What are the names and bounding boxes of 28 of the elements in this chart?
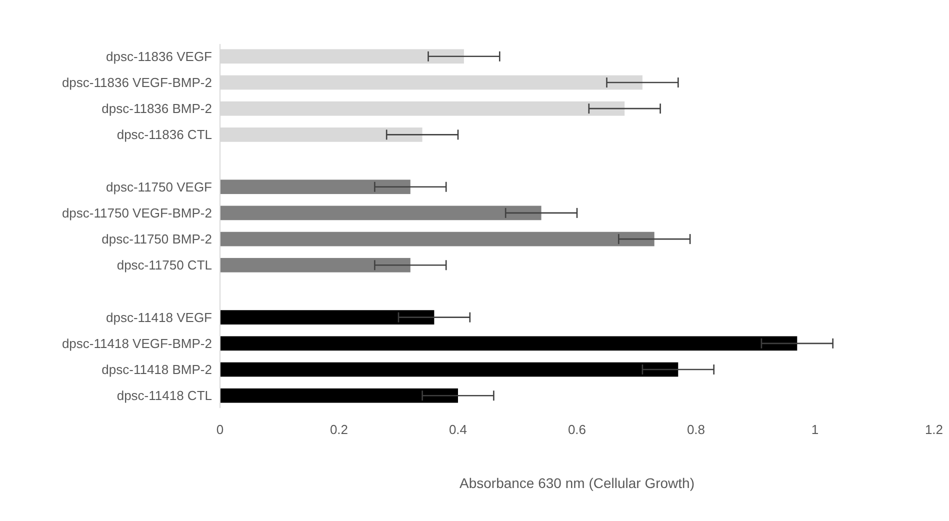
y-tick-label: dpsc-11750 VEGF-BMP-2 [62,206,212,221]
y-tick-label: dpsc-11418 VEGF [106,310,212,325]
y-tick-label: dpsc-11836 VEGF-BMP-2 [62,75,212,90]
y-tick-label: dpsc-11836 CTL [116,127,212,142]
y-tick-label: dpsc-11750 VEGF [106,179,212,194]
x-tick-label: 0.6 [568,422,586,437]
bar [220,310,434,324]
bar [220,206,542,220]
y-tick-label: dpsc-11418 BMP-2 [102,362,212,378]
x-tick-label: 0.8 [686,422,706,437]
x-tick-label: 0 [216,422,224,437]
y-tick-label: dpsc-11750 BMP-2 [102,232,212,247]
y-tick-label: dpsc-11836 VEGF [106,48,212,64]
x-tick-label: 0.4 [448,422,468,437]
bar [220,258,410,272]
x-axis-title: Absorbance 630 nm (Cellular Growth) [460,475,694,491]
bar [220,336,798,351]
bar [220,232,654,246]
y-tick-label: dpsc-11750 CTL [116,258,212,273]
bar [220,180,410,194]
bar [220,362,678,377]
y-tick-label: dpsc-11836 BMP-2 [102,101,212,116]
x-tick-label: 1 [811,422,819,437]
bar [220,388,458,403]
y-tick-label: dpsc-11418 VEGF-BMP-2 [62,336,212,351]
x-tick-label: 1.2 [924,422,944,437]
y-tick-label: dpsc-11418 CTL [116,388,212,404]
x-tick-label: 0.2 [330,422,348,437]
